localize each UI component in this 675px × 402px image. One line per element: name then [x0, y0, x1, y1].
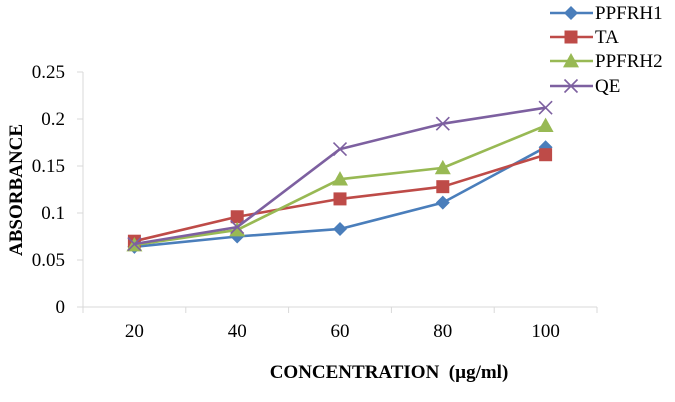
data-point-ta — [333, 192, 347, 206]
x-axis-title: CONCENTRATION (µg/ml) — [270, 362, 509, 383]
data-point-qe — [538, 100, 553, 115]
x-tick-label: 80 — [433, 321, 452, 342]
legend-marker-ta — [564, 30, 578, 44]
legend-marker-ppfrh1 — [564, 6, 578, 20]
legend-label: PPFRH2 — [595, 51, 663, 72]
data-point-ta — [436, 180, 450, 194]
x-tick-labels: 20 40 60 80 100 — [125, 321, 560, 342]
data-point-ppfrh2 — [434, 159, 451, 175]
marker-stroke — [332, 142, 348, 157]
legend-marker-ppfrh2 — [563, 53, 579, 68]
data-point-ppfrh2 — [229, 221, 246, 237]
marker-stroke — [563, 78, 579, 94]
legend-item-qe: QE — [550, 76, 620, 97]
x-tick-label: 40 — [228, 321, 247, 342]
y-tick-label: 0.15 — [32, 156, 65, 177]
x-tick-label: 100 — [531, 321, 560, 342]
y-tick-label: 0 — [56, 297, 66, 318]
marker-stroke — [127, 236, 142, 252]
data-point-qe — [435, 116, 450, 131]
x-tick-label: 60 — [331, 321, 350, 342]
series-group — [126, 100, 554, 254]
data-point-ppfrh1 — [435, 195, 450, 210]
legend-label: QE — [595, 76, 620, 97]
data-point-ppfrh2 — [332, 171, 348, 186]
axes — [77, 71, 598, 313]
marker-stroke — [538, 100, 553, 115]
data-point-ppfrh1 — [333, 221, 347, 236]
legend-item-ppfrh1: PPFRH1 — [550, 3, 663, 24]
series-qe — [127, 100, 553, 252]
data-point-qe — [127, 236, 142, 252]
legend: PPFRH1 TA PPFRH2 QE — [550, 3, 663, 97]
series-ta — [127, 148, 553, 248]
legend-item-ta: TA — [550, 27, 619, 48]
y-tick-label: 0.1 — [41, 203, 65, 224]
data-point-ta — [230, 210, 244, 224]
data-point-qe — [230, 220, 245, 235]
y-tick-label: 0.05 — [32, 250, 65, 271]
y-tick-label: 0.25 — [32, 62, 65, 83]
legend-marker-qe — [563, 78, 579, 94]
data-point-ta — [539, 148, 553, 162]
x-tick-label: 20 — [125, 321, 144, 342]
data-point-ppfrh2 — [537, 117, 554, 132]
y-tick-label: 0.2 — [41, 109, 65, 130]
legend-label: PPFRH1 — [595, 3, 663, 24]
legend-item-ppfrh2: PPFRH2 — [550, 51, 663, 72]
marker-stroke — [435, 116, 450, 131]
legend-label: TA — [595, 27, 619, 48]
marker-stroke — [230, 220, 245, 235]
y-tick-labels: 0 0.05 0.1 0.15 0.2 0.25 — [32, 62, 65, 318]
y-axis-title: ABSORBANCE — [6, 124, 27, 256]
data-point-qe — [332, 142, 348, 157]
